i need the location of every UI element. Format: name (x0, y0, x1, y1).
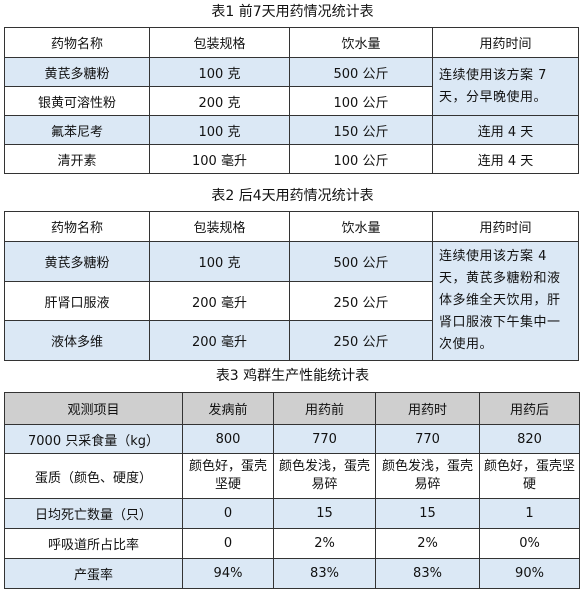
cell: 1 (479, 498, 580, 529)
cell: 液体多维 (4, 319, 150, 362)
cell: 2% (375, 528, 480, 559)
table-row: 黄芪多糖粉 100 克 500 公斤 连续使用该方案 7 天，分早晚使用。 (4, 57, 579, 116)
col-header: 用药前 (273, 392, 376, 425)
cell: 100 毫升 (149, 144, 290, 174)
cell: 200 毫升 (149, 281, 290, 321)
table3: 观测项目 发病前 用药前 用药时 用药后 7000 只采食量（kg） 800 7… (4, 392, 580, 589)
cell: 连用 4 天 (432, 115, 579, 145)
cell: 90% (479, 558, 580, 589)
table-row: 日均死亡数量（只） 0 15 15 1 (4, 498, 580, 529)
table1: 药物名称 包装规格 饮水量 用药时间 黄芪多糖粉 100 克 500 公斤 连续… (4, 27, 579, 174)
cell: 100 公斤 (289, 144, 433, 174)
table-row: 氟苯尼考 100 克 150 公斤 连用 4 天 (4, 115, 579, 145)
cell: 0 (182, 528, 274, 559)
usage-note: 连续使用该方案 7 天，分早晚使用。 (432, 57, 579, 116)
usage-note: 连续使用该方案 4 天，黄芪多糖粉和液体多维全天饮用，肝肾口服液下午集中一次使用… (432, 241, 579, 361)
table-row: 呼吸道所占比率 0 2% 2% 0% (4, 528, 580, 559)
cell: 颜色好，蛋壳坚硬 (182, 453, 274, 499)
cell: 连用 4 天 (432, 144, 579, 174)
col-header: 饮水量 (289, 27, 433, 58)
table-row: 黄芪多糖粉 100 克 500 公斤 连续使用该方案 4 天，黄芪多糖粉和液体多… (4, 240, 579, 361)
cell: 250 公斤 (289, 319, 433, 362)
table-row: 液体多维 200 毫升 250 公斤 (4, 319, 579, 362)
col-header: 用药时间 (432, 27, 579, 58)
col-header: 药物名称 (4, 27, 150, 58)
table-row: 产蛋率 94% 83% 83% 90% (4, 558, 580, 589)
cell: 150 公斤 (289, 115, 433, 145)
cell: 83% (273, 558, 376, 589)
cell: 氟苯尼考 (4, 115, 150, 145)
cell: 500 公斤 (289, 57, 433, 87)
cell: 清开素 (4, 144, 150, 174)
col-header: 用药时间 (432, 211, 579, 242)
col-header: 包装规格 (149, 211, 290, 242)
col-header: 用药时 (375, 392, 480, 425)
col-header: 用药后 (479, 392, 580, 425)
cell: 94% (182, 558, 274, 589)
table3-caption: 表3 鸡群生产性能统计表 (215, 368, 370, 384)
table2-caption: 表2 后4天用药情况统计表 (211, 188, 374, 204)
cell: 15 (375, 498, 480, 529)
cell: 蛋质（颜色、硬度） (4, 453, 183, 499)
cell: 200 毫升 (149, 319, 290, 362)
col-header: 包装规格 (149, 27, 290, 58)
cell: 日均死亡数量（只） (4, 498, 183, 529)
cell: 500 公斤 (289, 240, 433, 283)
cell: 颜色好，蛋壳坚硬 (479, 453, 580, 499)
cell: 83% (375, 558, 480, 589)
table-row: 银黄可溶性粉 200 克 100 公斤 (4, 86, 579, 116)
cell: 呼吸道所占比率 (4, 528, 183, 559)
cell: 820 (479, 424, 580, 454)
cell: 0% (479, 528, 580, 559)
cell: 2% (273, 528, 376, 559)
cell: 颜色发浅，蛋壳易碎 (273, 453, 376, 499)
cell: 770 (273, 424, 376, 454)
table-row: 7000 只采食量（kg） 800 770 770 820 (4, 424, 580, 454)
cell: 0 (182, 498, 274, 529)
col-header: 观测项目 (4, 392, 183, 425)
cell: 800 (182, 424, 274, 454)
cell: 100 克 (149, 57, 290, 87)
col-header: 饮水量 (289, 211, 433, 242)
cell: 100 克 (149, 115, 290, 145)
table1-caption: 表1 前7天用药情况统计表 (211, 4, 374, 20)
cell: 100 公斤 (289, 86, 433, 116)
cell: 黄芪多糖粉 (4, 240, 150, 283)
table-row: 清开素 100 毫升 100 公斤 连用 4 天 (4, 144, 579, 174)
col-header: 发病前 (182, 392, 274, 425)
cell: 颜色发浅，蛋壳易碎 (375, 453, 480, 499)
cell: 770 (375, 424, 480, 454)
table-row: 蛋质（颜色、硬度） 颜色好，蛋壳坚硬 颜色发浅，蛋壳易碎 颜色发浅，蛋壳易碎 颜… (4, 453, 580, 499)
table-row: 肝肾口服液 200 毫升 250 公斤 (4, 281, 579, 321)
cell: 250 公斤 (289, 281, 433, 321)
cell: 100 克 (149, 240, 290, 283)
cell: 200 克 (149, 86, 290, 116)
cell: 15 (273, 498, 376, 529)
col-header: 药物名称 (4, 211, 150, 242)
table2: 药物名称 包装规格 饮水量 用药时间 黄芪多糖粉 100 克 500 公斤 连续… (4, 211, 579, 362)
cell: 黄芪多糖粉 (4, 57, 150, 87)
cell: 肝肾口服液 (4, 281, 150, 321)
cell: 7000 只采食量（kg） (4, 424, 183, 454)
cell: 产蛋率 (4, 558, 183, 589)
cell: 银黄可溶性粉 (4, 86, 150, 116)
